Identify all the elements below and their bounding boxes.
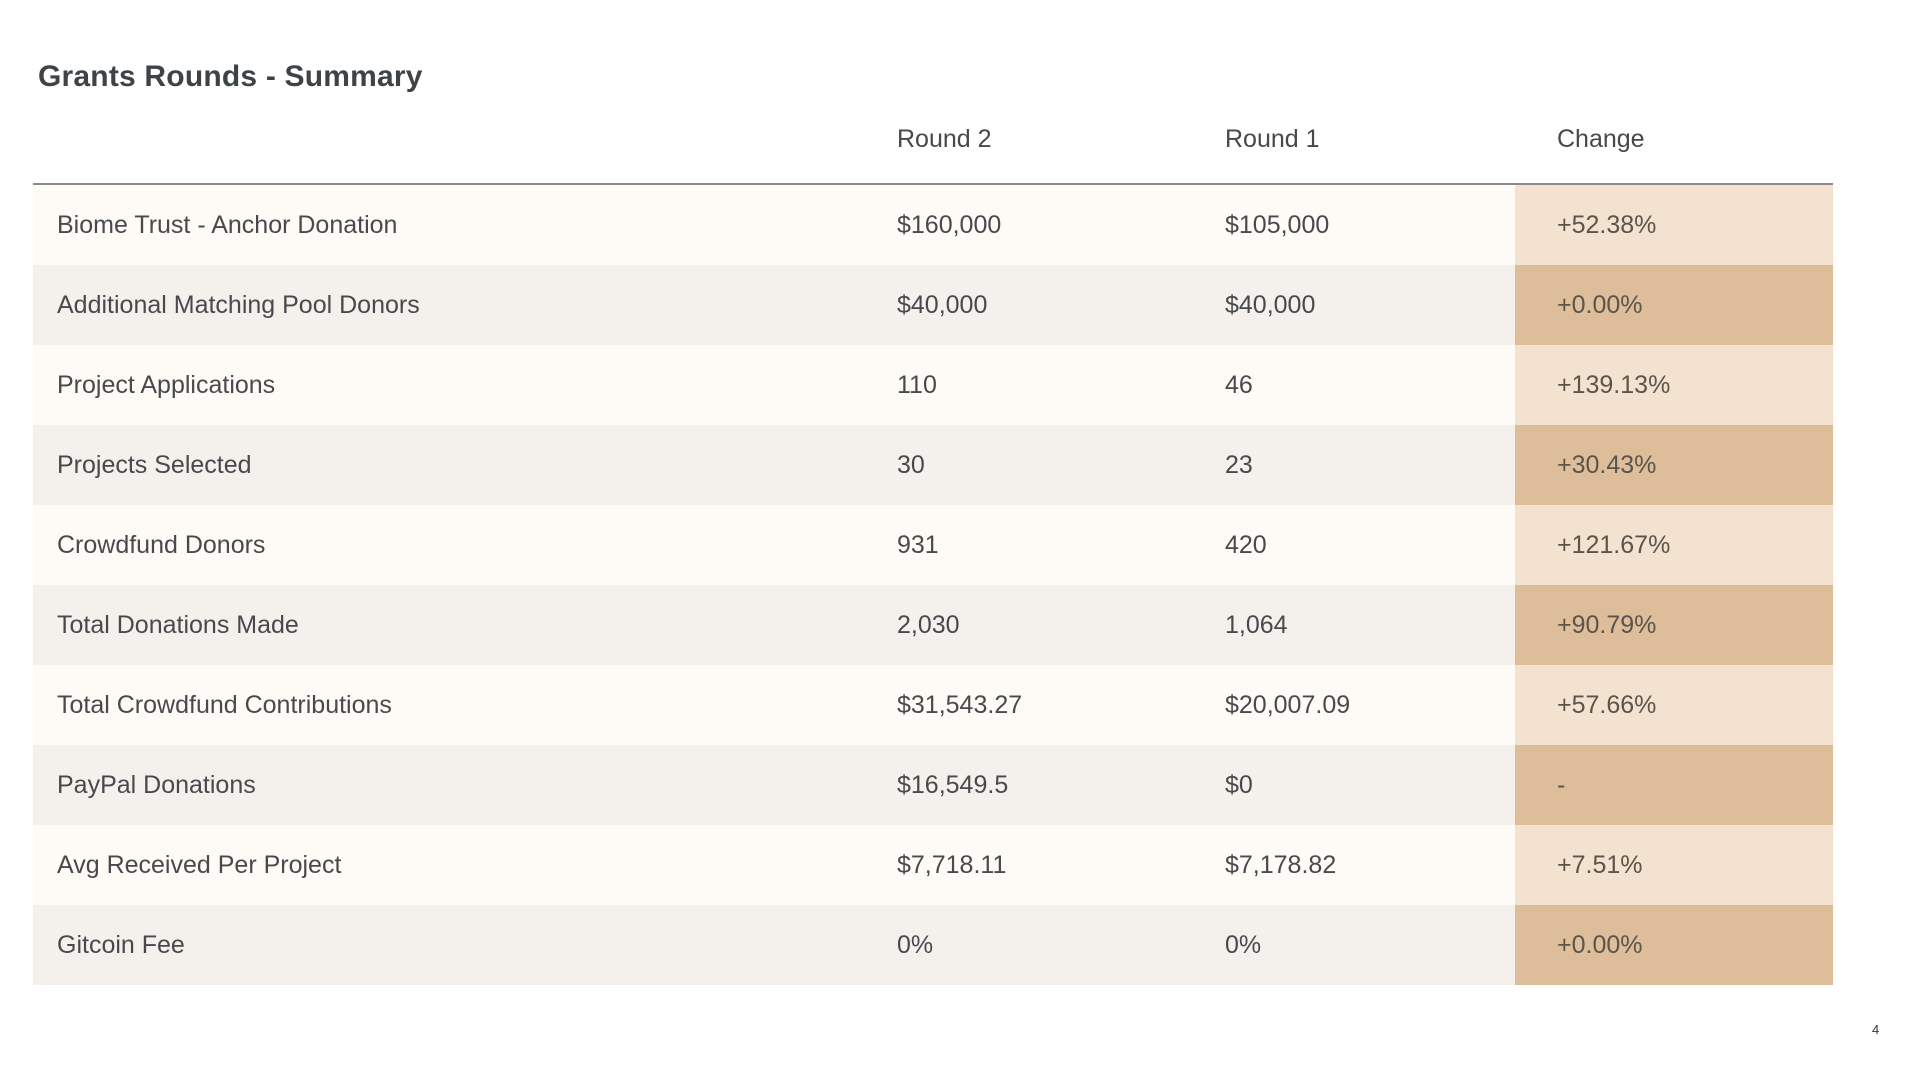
table-row: PayPal Donations $16,549.5 $0 - (33, 745, 1833, 825)
round-2-value: $40,000 (897, 290, 988, 319)
header-change: Change (1557, 124, 1645, 153)
round-2-value: 110 (897, 370, 937, 399)
round-1-value: 1,064 (1225, 610, 1288, 639)
table-row: Total Crowdfund Contributions $31,543.27… (33, 665, 1833, 745)
table-body: Biome Trust - Anchor Donation $160,000 $… (33, 185, 1833, 985)
table-header-row: Round 2 Round 1 Change (33, 95, 1833, 185)
change-value: +90.79% (1515, 585, 1833, 665)
table-row: Biome Trust - Anchor Donation $160,000 $… (33, 185, 1833, 265)
round-1-value: $20,007.09 (1225, 690, 1351, 719)
page-title: Grants Rounds - Summary (38, 60, 423, 93)
table-row: Projects Selected 30 23 +30.43% (33, 425, 1833, 505)
change-value: +139.13% (1515, 345, 1833, 425)
round-2-value: 2,030 (897, 610, 960, 639)
change-value: +0.00% (1515, 905, 1833, 985)
round-1-value: 46 (1225, 370, 1253, 399)
change-value: - (1515, 745, 1833, 825)
row-label: Total Donations Made (57, 610, 299, 639)
summary-table: Round 2 Round 1 Change Biome Trust - Anc… (33, 95, 1833, 985)
table-row: Crowdfund Donors 931 420 +121.67% (33, 505, 1833, 585)
round-2-value: $7,718.11 (897, 850, 1007, 879)
round-1-value: $7,178.82 (1225, 850, 1337, 879)
round-1-value: 23 (1225, 450, 1253, 479)
round-1-value: 420 (1225, 530, 1267, 559)
change-value: +57.66% (1515, 665, 1833, 745)
header-round-1: Round 1 (1225, 124, 1320, 153)
round-2-value: $160,000 (897, 210, 1002, 239)
row-label: Project Applications (57, 370, 276, 399)
row-label: Crowdfund Donors (57, 530, 266, 559)
row-label: Gitcoin Fee (57, 930, 185, 959)
change-value: +52.38% (1515, 185, 1833, 265)
change-value: +0.00% (1515, 265, 1833, 345)
round-2-value: 0% (897, 930, 934, 959)
table-row: Additional Matching Pool Donors $40,000 … (33, 265, 1833, 345)
change-value: +121.67% (1515, 505, 1833, 585)
row-label: Avg Received Per Project (57, 850, 342, 879)
round-1-value: $105,000 (1225, 210, 1330, 239)
row-label: Additional Matching Pool Donors (57, 290, 420, 319)
page-number: 4 (1872, 1022, 1880, 1037)
change-value: +30.43% (1515, 425, 1833, 505)
round-1-value: $0 (1225, 770, 1253, 799)
row-label: Biome Trust - Anchor Donation (57, 210, 398, 239)
table-row: Total Donations Made 2,030 1,064 +90.79% (33, 585, 1833, 665)
round-2-value: $31,543.27 (897, 690, 1023, 719)
change-value: +7.51% (1515, 825, 1833, 905)
row-label: PayPal Donations (57, 770, 256, 799)
header-round-2: Round 2 (897, 124, 992, 153)
round-1-value: $40,000 (1225, 290, 1316, 319)
row-label: Total Crowdfund Contributions (57, 690, 392, 719)
round-1-value: 0% (1225, 930, 1262, 959)
row-label: Projects Selected (57, 450, 252, 479)
round-2-value: $16,549.5 (897, 770, 1009, 799)
round-2-value: 30 (897, 450, 925, 479)
table-row: Avg Received Per Project $7,718.11 $7,17… (33, 825, 1833, 905)
round-2-value: 931 (897, 530, 939, 559)
table-row: Project Applications 110 46 +139.13% (33, 345, 1833, 425)
table-row: Gitcoin Fee 0% 0% +0.00% (33, 905, 1833, 985)
